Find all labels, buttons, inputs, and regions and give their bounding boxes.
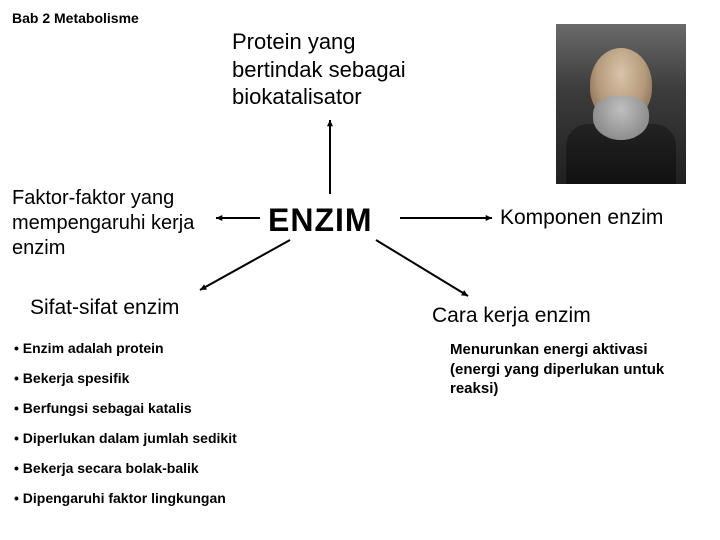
chapter-title: Bab 2 Metabolisme (12, 10, 139, 26)
sifat-bullet-item: • Dipengaruhi faktor lingkungan (14, 490, 237, 506)
sifat-bullet-item: • Bekerja spesifik (14, 370, 237, 386)
scientist-portrait (556, 24, 686, 184)
sifat-bullet-item: • Diperlukan dalam jumlah sedikit (14, 430, 237, 446)
portrait-beard (593, 96, 649, 140)
sifat-bullet-list: • Enzim adalah protein • Bekerja spesifik… (14, 340, 237, 520)
cara-heading: Cara kerja enzim (432, 304, 591, 328)
komponen-text: Komponen enzim (500, 206, 663, 230)
sifat-bullet-item: • Berfungsi sebagai katalis (14, 400, 237, 416)
factor-text: Faktor-faktor yang mempengaruhi kerja en… (12, 186, 212, 261)
definition-text: Protein yang bertindak sebagai biokatali… (232, 28, 452, 111)
energy-text: Menurunkan energi aktivasi (energi yang … (450, 340, 680, 399)
sifat-bullet-item: • Enzim adalah protein (14, 340, 237, 356)
sifat-heading: Sifat-sifat enzim (30, 296, 179, 320)
center-word: ENZIM (268, 202, 373, 239)
sifat-bullet-item: • Bekerja secara bolak-balik (14, 460, 237, 476)
